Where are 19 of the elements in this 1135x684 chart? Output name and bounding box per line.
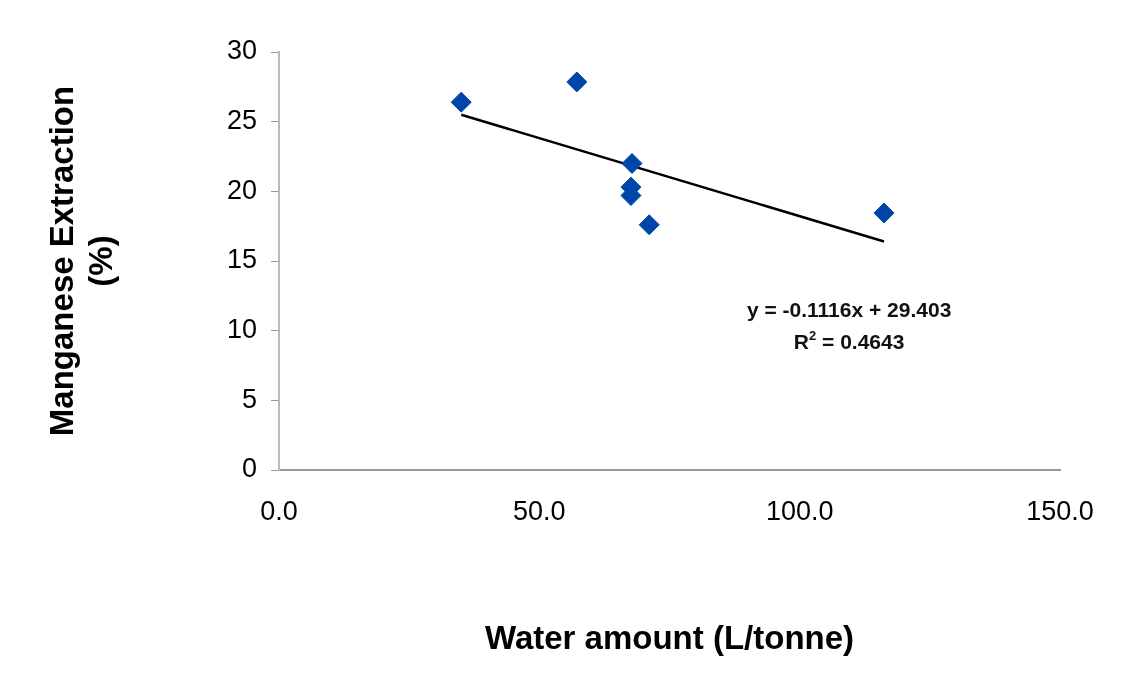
point xyxy=(566,71,588,93)
x-axis-title: Water amount (L/tonne) xyxy=(484,619,855,657)
y-tick-label: 0 xyxy=(241,453,257,484)
point xyxy=(873,202,895,224)
x-tick-label: 50.0 xyxy=(513,495,566,526)
y-tick-label: 20 xyxy=(226,174,257,205)
y-tick-label: 30 xyxy=(226,35,257,66)
annotation: y = -0.1116x + 29.403 xyxy=(746,297,952,321)
x-tick-label: 150.0 xyxy=(1026,495,1094,526)
y-tick-label: 10 xyxy=(226,314,257,345)
point xyxy=(450,91,472,113)
y-tick-label: 5 xyxy=(241,383,257,414)
y-axis-title: Manganese Extraction (%) xyxy=(42,85,120,437)
y-tick-label: 15 xyxy=(226,244,257,275)
x-tick-label: 0.0 xyxy=(260,495,298,526)
point xyxy=(621,152,643,174)
point xyxy=(638,214,660,236)
x-tick-label: 100.0 xyxy=(765,495,834,526)
y-tick-label: 25 xyxy=(226,105,257,136)
